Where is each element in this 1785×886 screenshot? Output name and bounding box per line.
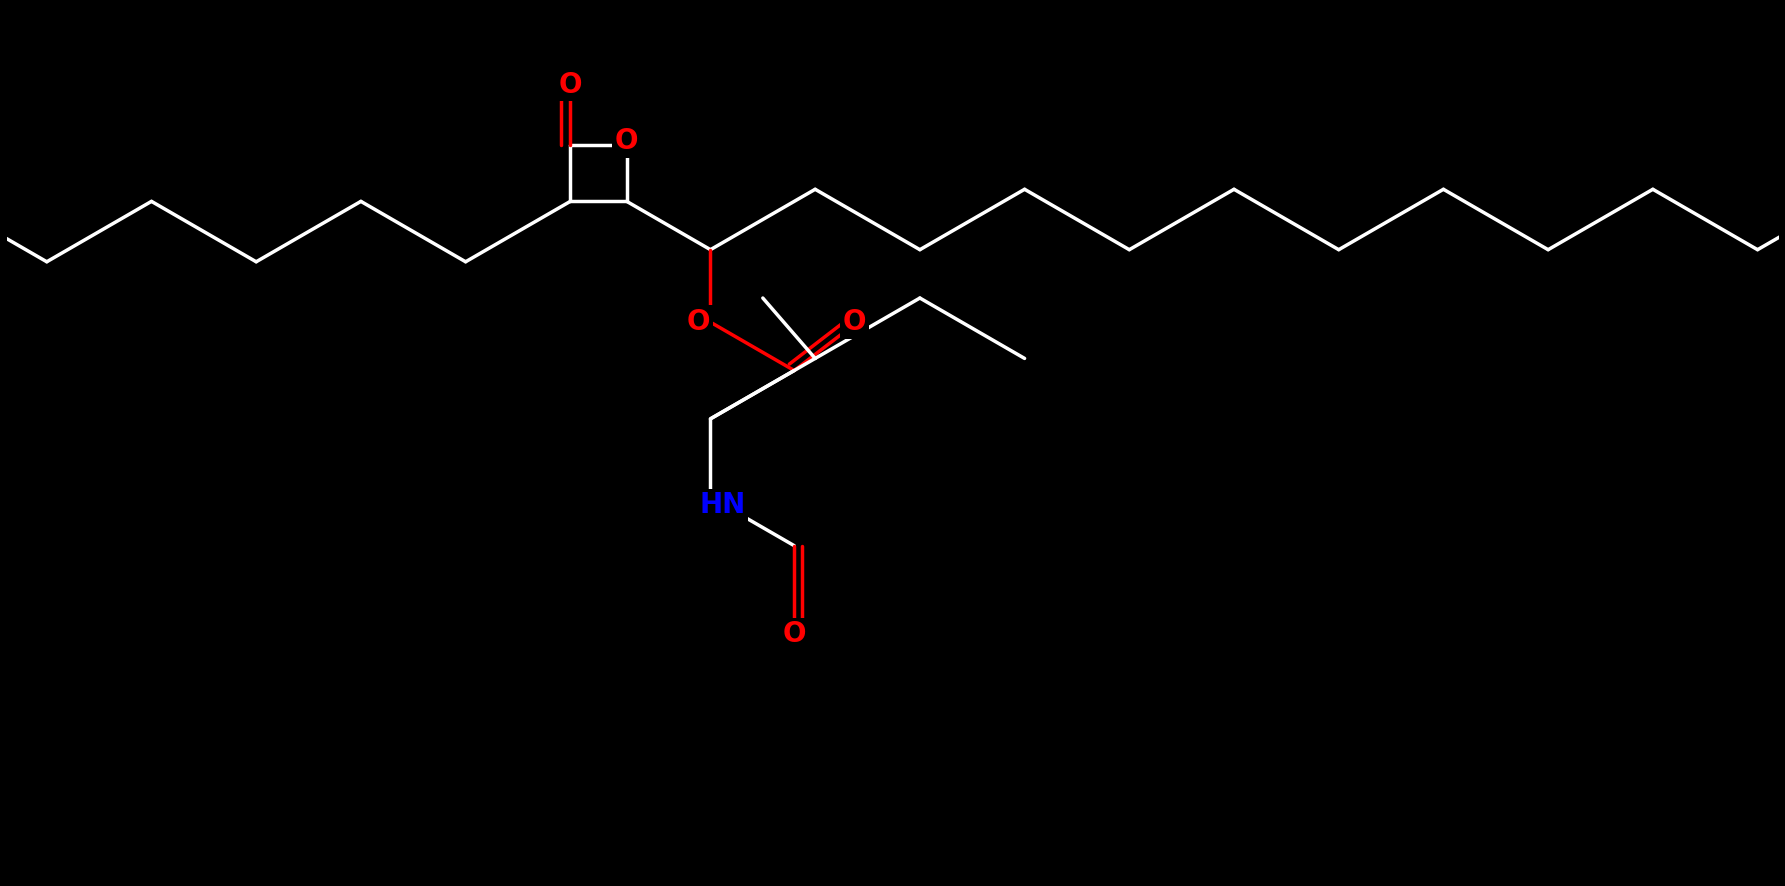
Text: O: O (559, 71, 582, 98)
Text: O: O (616, 127, 639, 155)
Text: O: O (782, 620, 807, 649)
Text: O: O (843, 308, 866, 336)
Text: O: O (687, 308, 710, 336)
Text: HN: HN (700, 492, 746, 519)
